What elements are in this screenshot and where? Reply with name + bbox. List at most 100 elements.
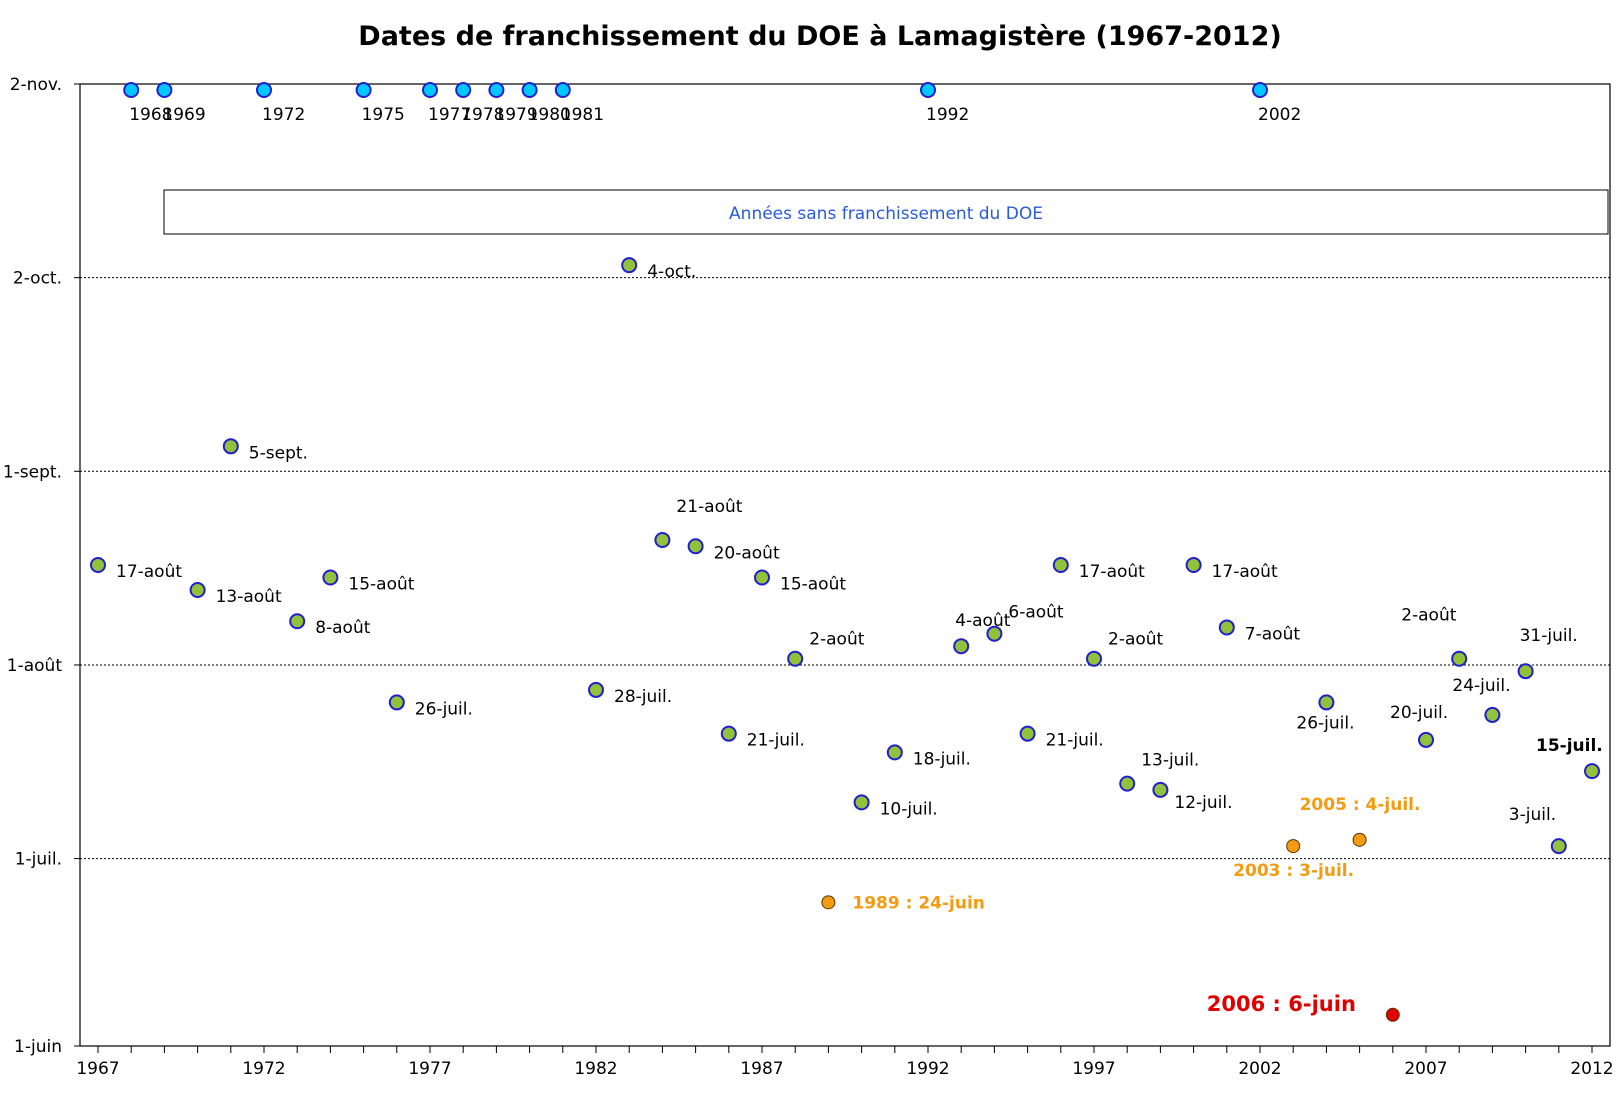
data-label: 15-août — [348, 574, 414, 594]
data-label: 2005 : 4-juil. — [1300, 795, 1421, 815]
data-label: 2-août — [809, 630, 865, 650]
data-point — [787, 650, 804, 667]
data-label: 15-août — [780, 574, 846, 594]
data-labels: 17-août 13-août 5-sept. 8-août 15-août 26-jui… — [116, 105, 1603, 1016]
data-label: 21-juil. — [747, 731, 805, 751]
x-tick-label: 1977 — [408, 1059, 451, 1079]
data-point — [821, 895, 836, 910]
data-point — [886, 744, 903, 761]
year-marker — [156, 82, 173, 98]
data-label: 28-juil. — [614, 687, 672, 707]
year-marker — [256, 82, 272, 98]
data-label: 17-août — [116, 562, 182, 582]
data-label: 4-août — [955, 611, 1011, 631]
data-label: 15-juil. — [1536, 736, 1603, 756]
data-label: 20-juil. — [1390, 703, 1448, 723]
data-point — [853, 794, 870, 811]
x-tick-label: 1982 — [574, 1059, 617, 1079]
data-label: 4-oct. — [647, 262, 696, 282]
data-point — [388, 694, 405, 711]
plot-area — [79, 83, 1611, 1047]
year-marker — [521, 82, 538, 98]
data-label: 2003 : 3-juil. — [1233, 861, 1354, 881]
data-point — [588, 681, 604, 698]
data-point — [1517, 663, 1534, 680]
data-point — [222, 438, 239, 455]
year-marker-label: 1975 — [362, 105, 405, 125]
data-point — [1484, 706, 1501, 723]
data-label: 6-août — [1008, 603, 1064, 623]
data-point — [1385, 1007, 1400, 1022]
year-marker-label: 1969 — [162, 105, 205, 125]
data-point — [953, 638, 970, 655]
year-marker-label: 1978 — [461, 105, 504, 125]
y-axis: 2-nov. 2-oct. 1-sept. 1-août 1-juil. 1-juin — [3, 75, 80, 1057]
data-point — [654, 532, 671, 549]
data-label: 21-juil. — [1046, 731, 1104, 751]
data-label: 13-août — [216, 587, 282, 607]
x-tick-label: 2007 — [1404, 1059, 1447, 1079]
data-point — [1584, 763, 1600, 780]
data-label: 12-juil. — [1174, 793, 1232, 813]
year-marker-label: 1980 — [528, 105, 571, 125]
year-marker-label: 1992 — [926, 105, 969, 125]
data-point — [1052, 557, 1069, 573]
data-point — [189, 581, 206, 598]
data-point — [621, 257, 638, 274]
data-label: 17-août — [1212, 562, 1278, 582]
x-tick-label: 1997 — [1072, 1059, 1115, 1079]
x-tick-label: 1972 — [242, 1059, 285, 1079]
data-point — [1418, 731, 1434, 748]
year-marker-label: 1968 — [129, 105, 172, 125]
data-point — [1218, 619, 1235, 636]
x-tick-label: 2012 — [1570, 1059, 1613, 1079]
year-marker — [355, 82, 372, 98]
data-point — [1352, 832, 1367, 847]
data-point — [1152, 781, 1169, 798]
data-label: 31-juil. — [1520, 626, 1578, 646]
y-tick-label: 1-sept. — [3, 462, 62, 482]
data-point — [720, 725, 737, 742]
data-point — [986, 625, 1003, 642]
data-label: 26-juil. — [1296, 713, 1354, 733]
data-point — [1185, 557, 1202, 573]
chart-title: Dates de franchissement du DOE à Lamagis… — [358, 21, 1281, 52]
data-point — [1019, 725, 1036, 742]
year-marker — [455, 82, 472, 98]
year-marker — [123, 82, 140, 98]
data-point — [1086, 650, 1102, 667]
year-marker — [920, 82, 936, 98]
data-label: 10-juil. — [880, 799, 938, 819]
data-label: 5-sept. — [249, 443, 308, 463]
year-marker-label: 1972 — [262, 105, 305, 125]
y-tick-label: 2-nov. — [10, 75, 62, 95]
year-marker — [488, 82, 505, 98]
data-label: 13-juil. — [1141, 751, 1199, 771]
data-label: 21-août — [676, 497, 742, 517]
data-points — [90, 82, 1600, 1022]
x-tick-label: 1992 — [906, 1059, 949, 1079]
no-crossing-box: Années sans franchissement du DOE — [163, 189, 1609, 235]
data-point — [1318, 694, 1335, 711]
data-point — [1550, 838, 1567, 855]
x-tick-label: 2002 — [1238, 1059, 1281, 1079]
data-label: 26-juil. — [415, 699, 473, 719]
data-label: 2-août — [1401, 606, 1457, 626]
data-label: 17-août — [1079, 562, 1145, 582]
data-label: 24-juil. — [1452, 676, 1510, 696]
year-marker-label: 1977 — [428, 105, 471, 125]
data-label: 1989 : 24-juin — [852, 893, 985, 913]
data-point — [687, 538, 704, 555]
y-tick-label: 1-juin — [14, 1037, 62, 1057]
y-tick-label: 2-oct. — [13, 269, 62, 289]
data-point — [754, 569, 770, 586]
data-label: 2006 : 6-juin — [1207, 992, 1356, 1016]
y-tick-label: 1-juil. — [15, 850, 62, 870]
y-tick-label: 1-août — [7, 656, 63, 676]
data-point — [90, 557, 106, 573]
grid-lines — [80, 277, 1610, 860]
data-label: 2-août — [1108, 630, 1164, 650]
no-crossing-box-label: Années sans franchissement du DOE — [729, 204, 1043, 224]
year-marker — [554, 82, 571, 98]
